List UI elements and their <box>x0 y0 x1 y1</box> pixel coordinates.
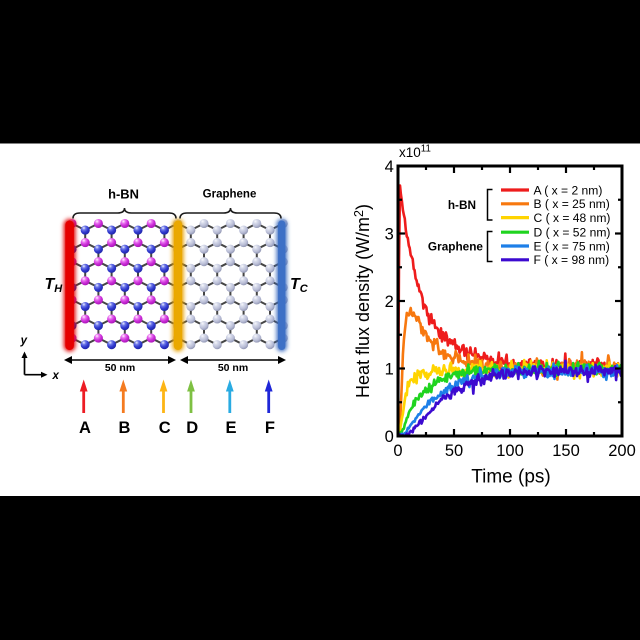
svg-text:A ( x = 2 nm): A ( x = 2 nm) <box>534 183 603 197</box>
svg-text:0: 0 <box>385 428 394 446</box>
svg-text:D ( x = 52 nm): D ( x = 52 nm) <box>534 226 611 240</box>
svg-text:3: 3 <box>385 225 394 243</box>
svg-text:B: B <box>119 419 131 437</box>
svg-text:C: C <box>159 419 171 437</box>
svg-text:100: 100 <box>496 442 524 460</box>
svg-text:C ( x = 48 nm): C ( x = 48 nm) <box>534 211 611 225</box>
svg-text:50: 50 <box>445 442 463 460</box>
svg-text:50 nm: 50 nm <box>105 362 135 374</box>
svg-text:h-BN: h-BN <box>448 198 476 212</box>
svg-text:E: E <box>225 419 236 437</box>
svg-text:B ( x = 25 nm): B ( x = 25 nm) <box>534 197 610 211</box>
svg-text:0: 0 <box>393 442 402 460</box>
svg-text:h-BN: h-BN <box>108 186 139 201</box>
svg-text:x: x <box>51 370 59 382</box>
svg-text:F: F <box>265 419 275 437</box>
svg-text:Graphene: Graphene <box>203 188 257 200</box>
svg-text:50 nm: 50 nm <box>218 362 248 374</box>
svg-text:y: y <box>20 335 28 347</box>
svg-text:A: A <box>79 419 91 437</box>
svg-text:150: 150 <box>552 442 580 460</box>
svg-text:F ( x = 98 nm): F ( x = 98 nm) <box>534 253 610 267</box>
svg-text:Graphene: Graphene <box>428 240 484 254</box>
svg-text:2: 2 <box>385 293 394 311</box>
svg-text:D: D <box>186 419 198 437</box>
svg-text:4: 4 <box>385 158 394 176</box>
svg-text:E ( x = 75 nm): E ( x = 75 nm) <box>534 239 610 253</box>
svg-text:Heat flux density (W/m2): Heat flux density (W/m2) <box>352 204 373 398</box>
svg-text:1: 1 <box>385 360 394 378</box>
svg-text:Time (ps): Time (ps) <box>471 467 551 488</box>
svg-text:200: 200 <box>608 442 636 460</box>
